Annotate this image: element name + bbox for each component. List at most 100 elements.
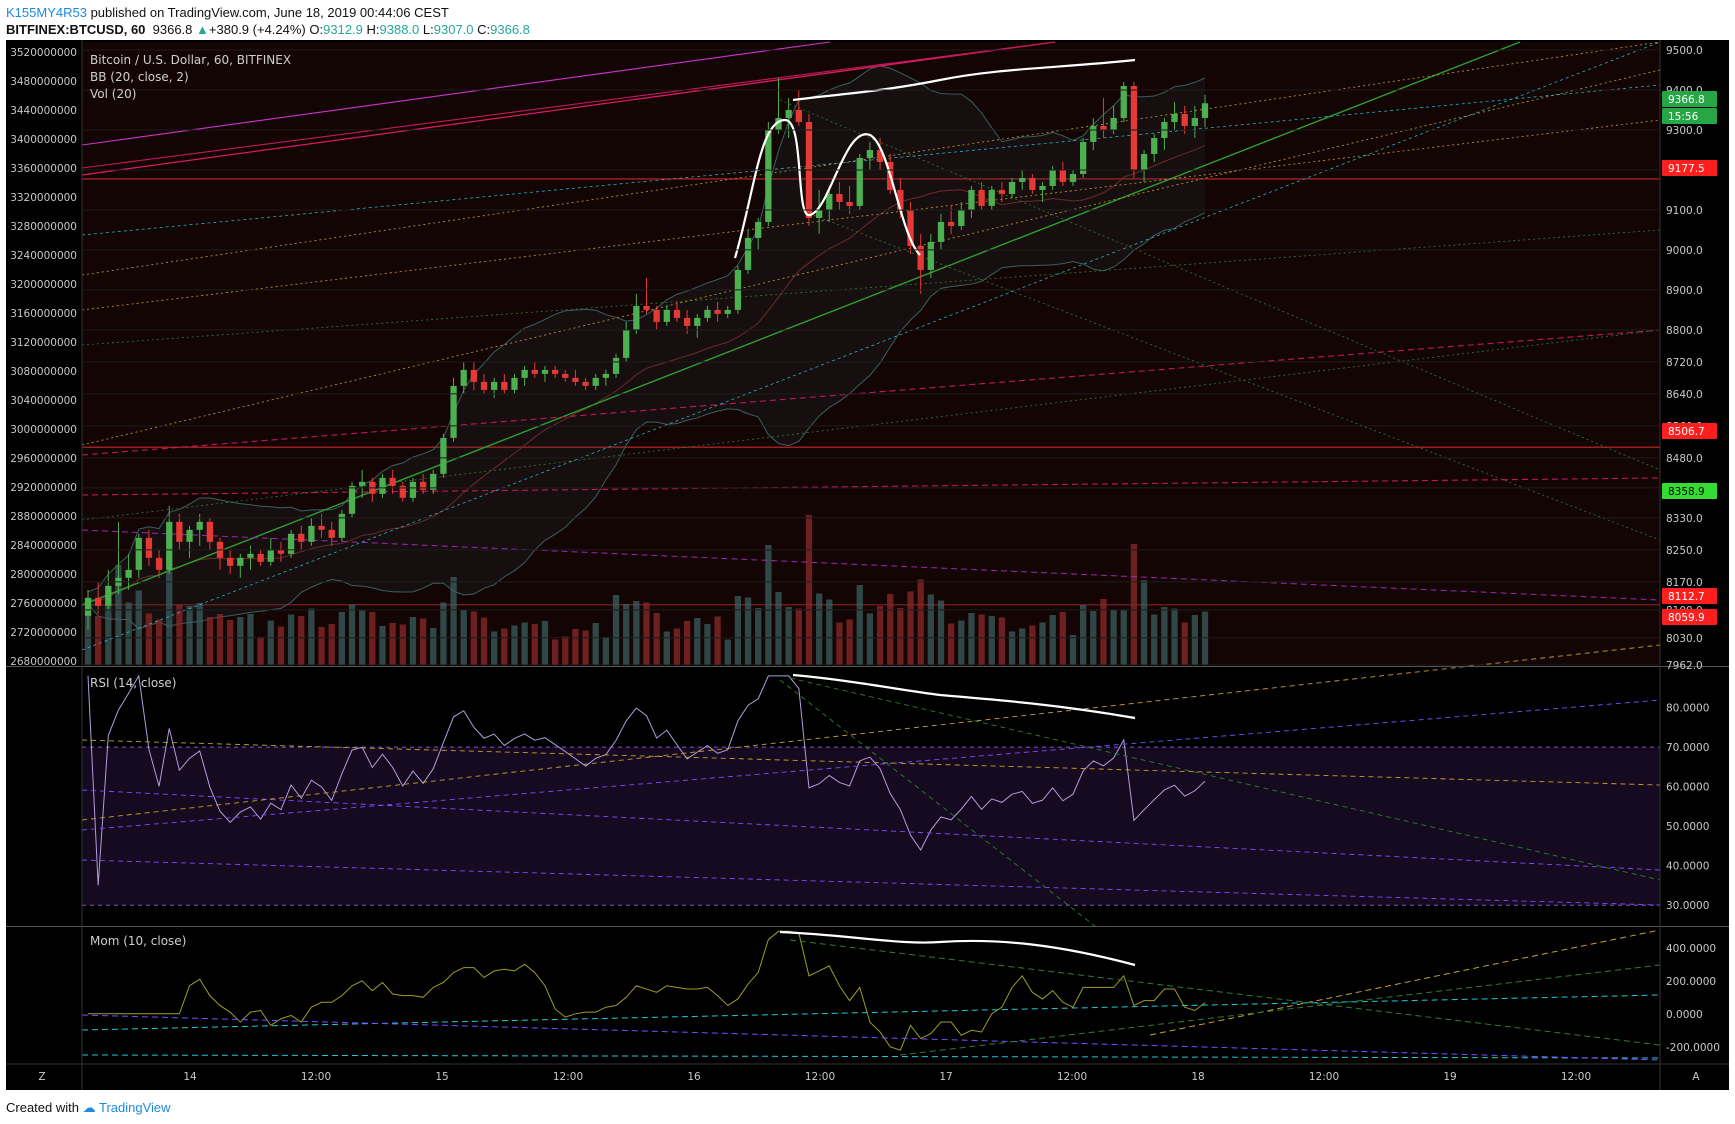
corner-left-icon[interactable]: Z (38, 1071, 45, 1083)
volume-bar (95, 616, 102, 665)
volume-bar (602, 637, 610, 665)
volume-bar (978, 614, 985, 665)
candle-body (1201, 103, 1209, 118)
rsi-band (82, 747, 1660, 906)
rsi-axis-tick: 50.0000 (1666, 821, 1709, 833)
volume-bar (1171, 608, 1178, 665)
volume-bar (1079, 605, 1087, 665)
candle-body (582, 381, 589, 386)
candle-body (277, 549, 285, 554)
volume-bar (298, 616, 305, 665)
rsi-line (87, 674, 1206, 886)
left-axis-tick: 3120000000 (10, 337, 77, 349)
volume-bar (155, 619, 163, 665)
volume-bar (876, 606, 884, 665)
trend-line (81, 477, 1661, 496)
rsi-pane[interactable] (81, 644, 1661, 931)
volume-bar (673, 628, 681, 665)
candle-body (308, 525, 315, 542)
candle-body (105, 585, 112, 606)
candle-body (663, 309, 670, 322)
last-price: 9366.8 (152, 22, 193, 37)
trend-line (779, 99, 1661, 471)
candle-body (399, 485, 406, 498)
candle-body (917, 245, 924, 270)
candle-body (876, 149, 884, 162)
created-with: Created with (6, 1100, 79, 1115)
price-tag (1662, 609, 1717, 625)
candle-body (714, 309, 721, 314)
volume-bar (1029, 625, 1036, 665)
tradingview-logo[interactable]: ☁ TradingView (82, 1100, 171, 1115)
candle-body (704, 309, 711, 318)
candle-body (227, 557, 234, 566)
price-tag (1662, 423, 1717, 439)
bollinger-basis (87, 144, 1206, 603)
mom-trend-line (789, 939, 1661, 1046)
candle-body (450, 385, 457, 438)
volume-bar (531, 624, 538, 665)
volume-bar (379, 626, 386, 665)
candle-body (460, 369, 467, 386)
left-axis-tick: 3320000000 (10, 192, 77, 204)
candle-body (501, 381, 508, 390)
time-axis-tick: 14 (183, 1071, 197, 1083)
candle-body (643, 305, 650, 310)
candle-body (237, 557, 244, 566)
time-axis-tick: 15 (435, 1071, 448, 1083)
candle-body (186, 529, 193, 542)
volume-bar (815, 593, 823, 665)
volume-bar (623, 604, 630, 665)
candle-body (897, 189, 904, 210)
author-link[interactable]: K155MY4R53 (6, 5, 87, 20)
volume-bar (714, 616, 721, 665)
candle-body (1110, 117, 1117, 130)
candle-body (846, 201, 853, 206)
candle-body (775, 117, 782, 130)
price-tag-label: 8059.9 (1668, 612, 1705, 624)
bollinger-lower (87, 212, 1206, 630)
candle-body (785, 109, 792, 118)
mom-trend-line (81, 1014, 1661, 1061)
volume-bar (998, 617, 1006, 665)
volume-bar (308, 608, 315, 665)
left-axis-tick: 2840000000 (10, 540, 77, 552)
mom-pane[interactable] (81, 928, 1661, 1061)
candle-body (683, 317, 691, 326)
volume-bar (937, 600, 945, 665)
rsi-axis-tick: 30.0000 (1666, 900, 1709, 912)
candle-body (826, 193, 833, 210)
volume-bar (968, 613, 975, 665)
right-axis-tick: 8030.0 (1666, 633, 1703, 645)
volume-bar (795, 608, 802, 665)
candle-body (1008, 181, 1016, 194)
volume-bar (1039, 622, 1046, 665)
candle-body (1049, 169, 1056, 186)
vol-label: Vol (20) (90, 87, 136, 101)
volume-bar (369, 612, 376, 665)
candle-body (765, 129, 772, 222)
main-pane[interactable] (81, 41, 1661, 665)
left-axis-tick: 3400000000 (10, 134, 77, 146)
left-axis-tick: 3480000000 (10, 76, 77, 88)
price-trend-annotation (792, 58, 1136, 102)
corner-right-icon[interactable]: A (1692, 1071, 1700, 1083)
candle-body (623, 329, 630, 358)
volume-bar (389, 623, 396, 665)
volume-bar (836, 622, 843, 665)
volume-bar (105, 604, 112, 665)
high-value: 9388.0 (379, 22, 420, 37)
volume-bar (318, 627, 325, 665)
price-tag-label: 9177.5 (1668, 163, 1705, 175)
candle-body (1130, 85, 1138, 170)
volume-bar (176, 604, 183, 665)
trend-line (81, 229, 1661, 346)
candle-body (287, 533, 295, 554)
candle-body (155, 557, 163, 570)
volume-bar (115, 565, 122, 665)
time-axis-tick: 12:00 (1309, 1071, 1339, 1083)
candle-body (978, 189, 985, 206)
volume-bar (348, 604, 356, 665)
volume-bar (694, 618, 701, 665)
